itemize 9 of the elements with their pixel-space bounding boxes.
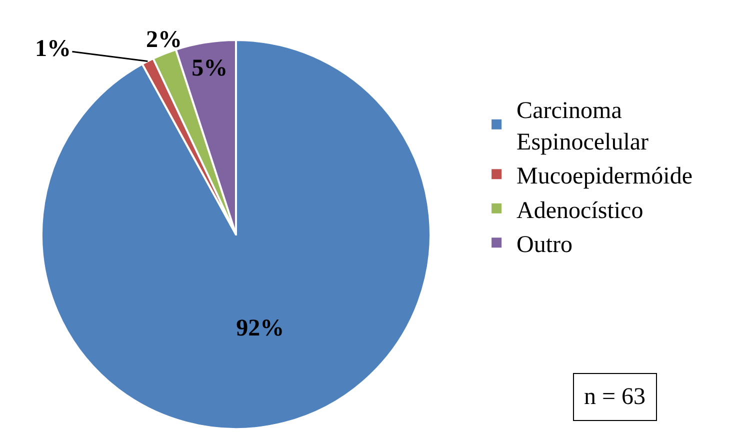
legend-label: Adenocístico [516,198,644,224]
data-label: 1% [35,36,71,62]
legend-label: Mucoepidermóide [516,164,693,190]
data-label: 92% [236,316,284,342]
legend-label: Carcinoma Espinocelular [516,98,649,156]
data-label: 2% [146,27,182,53]
text: n = 63 [584,384,646,410]
data-label: 5% [192,55,228,82]
legend-label: Outro [516,232,573,258]
